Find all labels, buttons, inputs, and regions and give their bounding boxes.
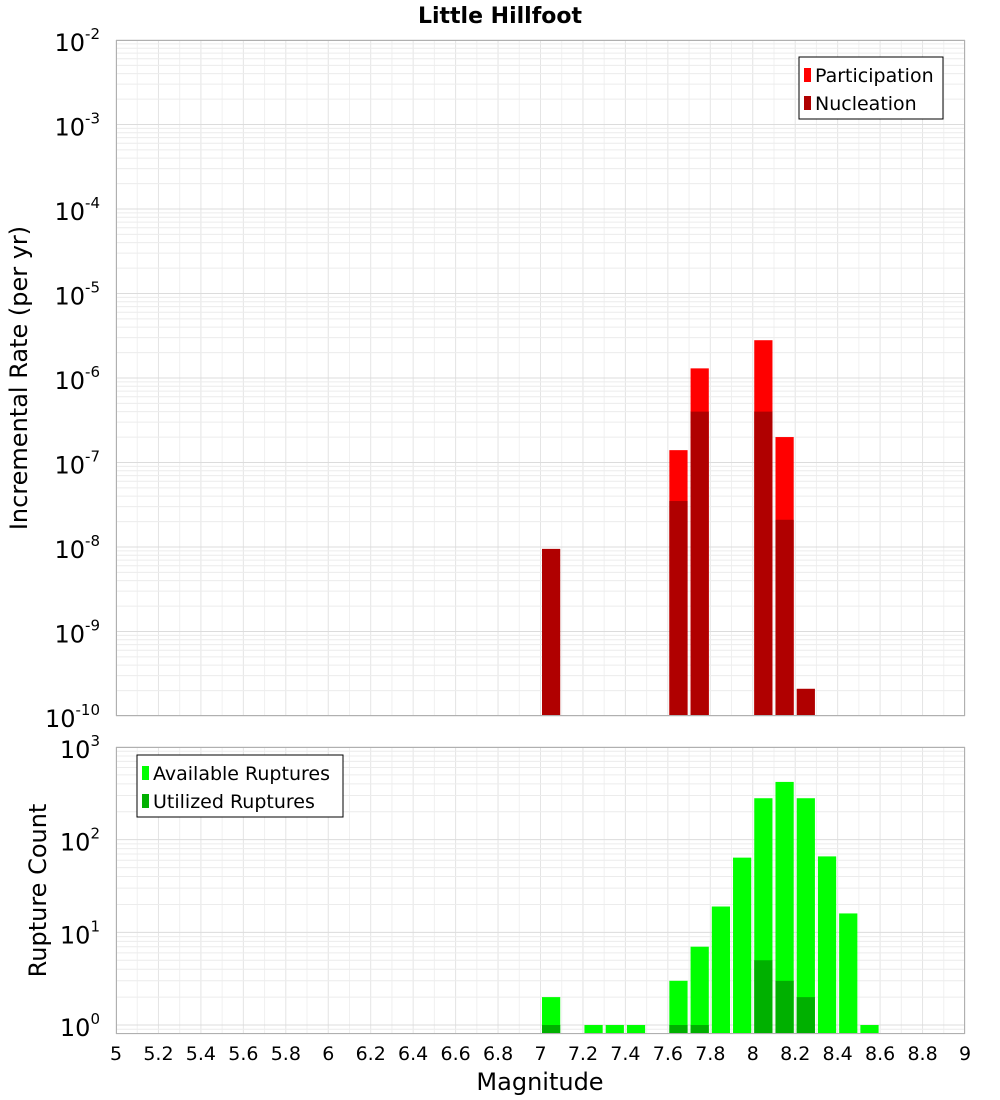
top-plot-bars (542, 340, 815, 716)
nucleation-bar (542, 548, 561, 716)
bottom-plot: 100 101 102 103 Rupture Count Available Rup… (24, 732, 971, 1096)
available-ruptures-bar (817, 856, 837, 1034)
available-ruptures-bar (669, 980, 688, 1034)
x-tick-label: 6.6 (440, 1043, 470, 1065)
bottom-plot-frame (116, 747, 965, 1034)
available-ruptures-bar (711, 906, 731, 1034)
x-tick-label: 6.2 (356, 1043, 386, 1065)
x-tick-label: 5.8 (271, 1043, 301, 1065)
y-tick-label: 100 (60, 1010, 100, 1042)
x-tick-label: 6.4 (398, 1043, 428, 1065)
available-ruptures-bar (839, 913, 858, 1034)
utilized-ruptures-bar (542, 1025, 561, 1034)
chart-title: Little Hillfoot (418, 4, 583, 29)
utilized-ruptures-bar (754, 960, 773, 1034)
y-tick-label: 10-3 (54, 110, 100, 142)
nucleation-bar (669, 501, 688, 716)
bottom-plot-legend: Available Ruptures Utilized Ruptures (136, 754, 344, 818)
x-tick-label: 7.2 (568, 1043, 598, 1065)
top-plot-y-ticks: 10-10 10-9 10-8 10-7 10-6 10-5 10-4 10-3 10-2 (45, 25, 100, 733)
x-tick-label: 7.4 (610, 1043, 640, 1065)
top-plot: 10-10 10-9 10-8 10-7 10-6 10-5 10-4 10-3 10-2 In… (5, 25, 966, 733)
utilized-ruptures-bar (775, 980, 794, 1034)
x-tick-label: 5 (110, 1043, 122, 1065)
x-tick-label: 5.6 (228, 1043, 258, 1065)
utilized-ruptures-bar (796, 997, 815, 1034)
x-tick-label: 8.6 (865, 1043, 895, 1065)
nucleation-bar (796, 688, 815, 716)
legend-box (136, 754, 344, 818)
x-tick-label: 7 (534, 1043, 546, 1065)
y-tick-label: 103 (60, 732, 100, 764)
x-tick-label: 6 (322, 1043, 334, 1065)
legend-label: Utilized Ruptures (153, 791, 315, 813)
legend-swatch (142, 794, 149, 808)
y-tick-label: 10-2 (54, 25, 100, 57)
nucleation-bar (690, 411, 709, 716)
legend-swatch (804, 68, 811, 82)
utilized-ruptures-bar (690, 1025, 709, 1034)
y-tick-label: 10-9 (54, 617, 100, 649)
x-tick-label: 8.2 (780, 1043, 810, 1065)
available-ruptures-bar (605, 1025, 624, 1034)
x-tick-label: 7.6 (653, 1043, 683, 1065)
nucleation-bar (754, 411, 773, 716)
bottom-plot-y-ticks: 100 101 102 103 (60, 732, 100, 1042)
available-ruptures-bar (796, 798, 815, 1034)
x-tick-label: 8 (747, 1043, 759, 1065)
available-ruptures-bar (626, 1025, 646, 1034)
y-tick-label: 10-6 (54, 363, 100, 395)
y-tick-label: 10-10 (45, 701, 100, 733)
y-tick-label: 10-5 (54, 279, 100, 311)
x-tick-label: 7.8 (695, 1043, 725, 1065)
legend-swatch (142, 766, 149, 780)
available-ruptures-bar (584, 1025, 603, 1034)
available-ruptures-bar (542, 997, 561, 1034)
legend-label: Participation (815, 65, 934, 87)
x-tick-label: 5.2 (143, 1043, 173, 1065)
y-tick-label: 10-8 (54, 532, 100, 564)
available-ruptures-bar (733, 857, 752, 1034)
x-tick-label: 8.4 (823, 1043, 853, 1065)
top-plot-grid (115, 39, 966, 717)
top-plot-legend: Participation Nucleation (798, 56, 944, 120)
y-tick-label: 101 (60, 917, 100, 949)
y-tick-label: 10-4 (54, 194, 100, 226)
legend-label: Nucleation (815, 93, 917, 115)
top-plot-y-axis-label: Incremental Rate (per yr) (5, 226, 33, 530)
x-tick-label: 9 (959, 1043, 971, 1065)
y-tick-label: 10-7 (54, 448, 100, 480)
y-tick-label: 102 (60, 825, 100, 857)
legend-label: Available Ruptures (153, 763, 330, 785)
legend-box (798, 56, 944, 120)
x-tick-label: 5.4 (186, 1043, 216, 1065)
x-axis-ticks: 5 5.2 5.4 5.6 5.8 6 6.2 6.4 6.6 6.8 7 7.2 7.4 7.6 7.8 8… (110, 1043, 971, 1065)
x-axis-label: Magnitude (476, 1068, 603, 1096)
bottom-plot-bars (542, 781, 879, 1034)
top-plot-frame (116, 40, 965, 716)
available-ruptures-bar (775, 781, 794, 1034)
bottom-plot-y-axis-label: Rupture Count (24, 804, 52, 978)
available-ruptures-bar (860, 1025, 879, 1034)
nucleation-bar (775, 519, 794, 716)
utilized-ruptures-bar (669, 1025, 688, 1034)
available-ruptures-bar (690, 946, 709, 1034)
legend-swatch (804, 96, 811, 110)
x-tick-label: 8.8 (907, 1043, 937, 1065)
x-tick-label: 6.8 (483, 1043, 513, 1065)
